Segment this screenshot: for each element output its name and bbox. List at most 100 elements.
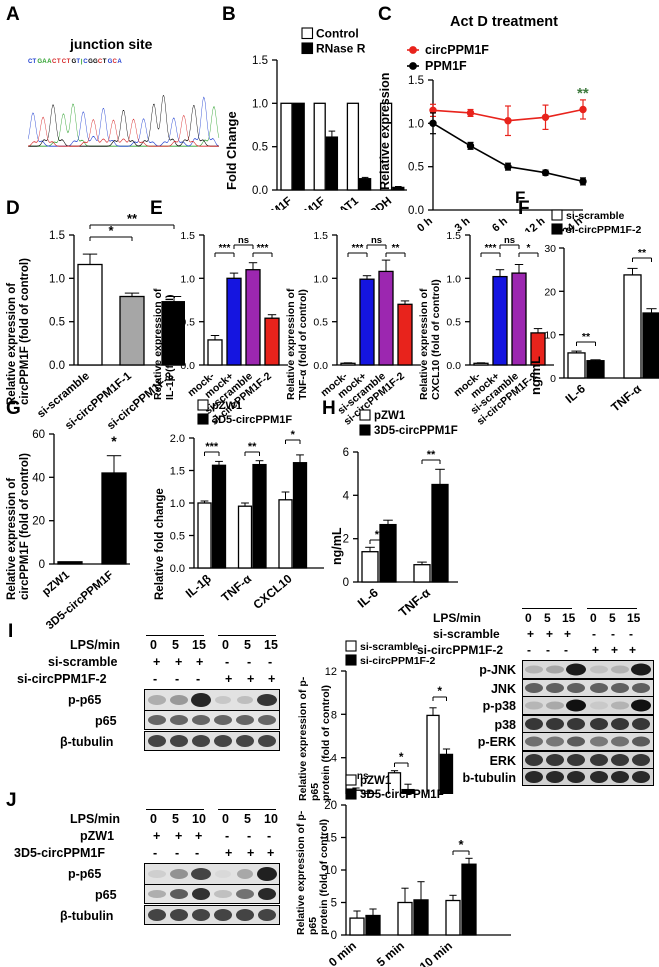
svg-text:T: T: [32, 58, 36, 65]
svg-text:0.0: 0.0: [252, 185, 268, 197]
svg-text:5: 5: [331, 898, 337, 910]
svg-text:0 min: 0 min: [326, 939, 359, 967]
svg-text:pZW1: pZW1: [374, 410, 406, 422]
svg-text:0.5: 0.5: [252, 142, 268, 154]
svg-text:6: 6: [343, 447, 349, 459]
svg-text:**: **: [248, 441, 257, 453]
svg-text:10 min: 10 min: [417, 939, 455, 967]
svg-text:T: T: [67, 58, 71, 65]
svg-text:si-scramble: si-scramble: [360, 641, 419, 653]
svg-text:IL-6: IL-6: [355, 586, 381, 611]
svg-text:RNase R: RNase R: [316, 42, 366, 56]
svg-text:0: 0: [343, 577, 349, 589]
svg-text:0.5: 0.5: [49, 317, 65, 329]
svg-text:T: T: [103, 58, 107, 65]
svg-text:3D5-circPPM1F: 3D5-circPPM1F: [360, 789, 444, 801]
svg-text:IL-6: IL-6: [563, 381, 589, 406]
svg-text:0.0: 0.0: [170, 563, 185, 575]
svg-text:A: A: [42, 58, 47, 65]
svg-text:***: ***: [352, 243, 364, 254]
svg-text:0.5: 0.5: [313, 317, 328, 329]
svg-text:ns: ns: [238, 235, 249, 246]
svg-text:G: G: [37, 58, 42, 65]
svg-text:1.0: 1.0: [408, 118, 424, 130]
svg-text:C: C: [62, 58, 67, 65]
svg-text:1.5: 1.5: [313, 230, 328, 242]
svg-text:1.0: 1.0: [170, 498, 185, 510]
svg-text:*: *: [527, 243, 531, 254]
svg-text:5 min: 5 min: [374, 939, 407, 967]
svg-text:T: T: [76, 58, 80, 65]
svg-text:pZW1: pZW1: [212, 400, 242, 412]
svg-text:circPPM1F: circPPM1F: [250, 195, 295, 210]
svg-text:T: T: [57, 58, 61, 65]
svg-text:1.5: 1.5: [170, 466, 185, 478]
svg-text:0.0: 0.0: [313, 360, 328, 372]
svg-text:TNF-α: TNF-α: [396, 585, 433, 619]
svg-text:40: 40: [32, 472, 45, 484]
svg-text:1.5: 1.5: [180, 230, 195, 242]
svg-text:0.5: 0.5: [408, 162, 424, 174]
svg-text:1.5: 1.5: [252, 55, 268, 67]
svg-text:si-circPPM1F-2: si-circPPM1F-2: [566, 224, 641, 236]
svg-text:IL-1β: IL-1β: [183, 572, 214, 601]
svg-text:**: **: [375, 529, 384, 541]
svg-text:***: ***: [205, 441, 219, 453]
svg-text:0: 0: [550, 373, 556, 385]
svg-text:0: 0: [39, 559, 45, 571]
svg-text:C: C: [83, 58, 88, 65]
svg-text:12: 12: [325, 666, 337, 678]
svg-text:1.5: 1.5: [49, 230, 65, 242]
svg-text:**: **: [427, 449, 436, 461]
svg-text:4: 4: [331, 753, 337, 765]
svg-text:1.0: 1.0: [313, 273, 328, 285]
svg-text:**: **: [392, 243, 400, 254]
svg-text:ns: ns: [504, 235, 515, 246]
svg-text:pZW1: pZW1: [40, 569, 72, 599]
svg-text:20: 20: [32, 516, 45, 528]
svg-text:G: G: [108, 58, 113, 65]
svg-text:0.0: 0.0: [49, 360, 65, 372]
svg-text:1.0: 1.0: [180, 273, 195, 285]
svg-text:TNF-α: TNF-α: [219, 571, 255, 604]
svg-text:ns: ns: [371, 235, 382, 246]
svg-text:4: 4: [343, 490, 350, 502]
svg-text:GAPDH: GAPDH: [355, 195, 395, 210]
svg-text:*: *: [399, 750, 404, 764]
svg-text:pZW1: pZW1: [360, 775, 392, 787]
svg-text:0.0: 0.0: [446, 360, 461, 372]
svg-text:G: G: [88, 58, 93, 65]
svg-text:Control: Control: [316, 27, 359, 41]
svg-text:si-scramble: si-scramble: [566, 210, 625, 222]
svg-text:2: 2: [343, 534, 349, 546]
svg-text:10: 10: [544, 330, 556, 342]
svg-text:circPPM1F: circPPM1F: [425, 43, 489, 57]
svg-text:20: 20: [324, 800, 337, 812]
svg-text:1.5: 1.5: [446, 230, 461, 242]
svg-text:G: G: [93, 58, 98, 65]
svg-text:20: 20: [544, 286, 556, 298]
svg-text:*: *: [111, 433, 117, 449]
svg-text:*: *: [458, 837, 464, 852]
svg-text:10: 10: [324, 865, 337, 877]
svg-text:1.5: 1.5: [408, 75, 424, 87]
svg-text:***: ***: [219, 243, 231, 254]
svg-text:CXCL10: CXCL10: [250, 571, 294, 612]
svg-text:C: C: [98, 58, 103, 65]
svg-text:15: 15: [324, 833, 337, 845]
svg-text:*: *: [291, 429, 296, 441]
svg-text:0.5: 0.5: [180, 317, 195, 329]
svg-text:3D5-circPPM1F: 3D5-circPPM1F: [374, 425, 458, 437]
svg-text:2.0: 2.0: [170, 433, 185, 445]
svg-text:3D5-circPPM1F: 3D5-circPPM1F: [212, 414, 292, 426]
svg-text:0.0: 0.0: [180, 360, 195, 372]
svg-text:0: 0: [331, 930, 337, 942]
svg-text:1.0: 1.0: [252, 98, 268, 110]
svg-text:0.5: 0.5: [170, 531, 185, 543]
svg-text:8: 8: [331, 709, 337, 721]
svg-text:1.0: 1.0: [446, 273, 461, 285]
svg-text:60: 60: [32, 429, 45, 441]
svg-text:A: A: [117, 58, 122, 65]
svg-text:C: C: [113, 58, 118, 65]
svg-text:G: G: [71, 58, 76, 65]
